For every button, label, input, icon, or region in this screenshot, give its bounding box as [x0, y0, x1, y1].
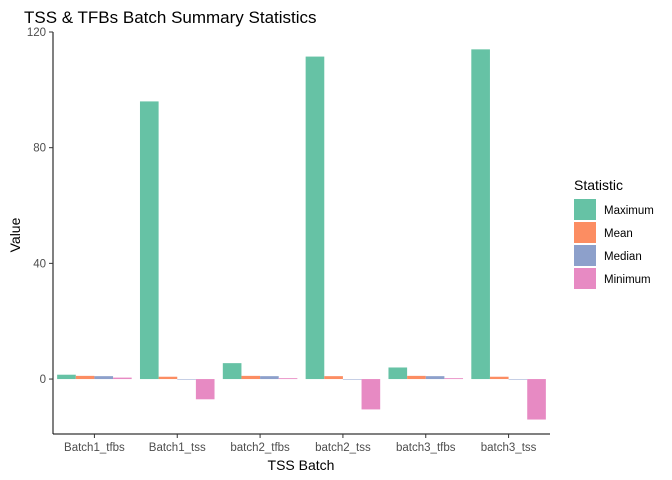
- bar-mean-batch1-tfbs: [75, 375, 95, 380]
- plot-area: [57, 49, 546, 420]
- bar-mean-batch1-tss: [158, 376, 178, 380]
- y-tick-label: 80: [33, 143, 46, 155]
- bar-minimum-batch3-tss: [527, 379, 546, 420]
- legend-label-median: Median: [604, 251, 642, 263]
- x-tick-label: batch2_tfbs: [230, 442, 290, 454]
- legend-label-minimum: Minimum: [604, 274, 651, 286]
- chart-title: TSS & TFBs Batch Summary Statistics: [24, 8, 317, 27]
- bar-median-batch3-tfbs: [425, 376, 445, 380]
- x-tick-label: batch3_tfbs: [396, 442, 456, 454]
- y-axis-title: Value: [7, 217, 23, 252]
- y-tick-label: 120: [27, 27, 46, 39]
- bar-median-batch3-tss: [508, 379, 528, 380]
- legend-label-mean: Mean: [604, 228, 633, 240]
- bar-minimum-batch1-tss: [195, 379, 215, 400]
- x-tick-label: Batch1_tss: [149, 442, 206, 454]
- bar-mean-batch2-tfbs: [241, 375, 261, 380]
- bar-mean-batch3-tss: [489, 376, 509, 380]
- bar-maximum-batch3-tfbs: [388, 367, 408, 380]
- bar-maximum-batch2-tss: [305, 56, 325, 380]
- bar-minimum-batch2-tfbs: [278, 378, 298, 380]
- bar-median-batch2-tfbs: [260, 376, 279, 380]
- bar-minimum-batch2-tss: [361, 379, 381, 410]
- bar-minimum-batch1-tfbs: [113, 377, 132, 380]
- bar-mean-batch3-tfbs: [407, 375, 426, 380]
- x-tick-label: batch2_tss: [315, 442, 371, 454]
- legend-key-minimum: [574, 268, 596, 289]
- bar-maximum-batch2-tfbs: [222, 363, 242, 380]
- x-axis-title: TSS Batch: [268, 457, 335, 473]
- bar-maximum-batch1-tss: [139, 101, 159, 380]
- y-axis-ticks: 0 40 80 120: [27, 27, 53, 386]
- bar-mean-batch2-tss: [324, 376, 343, 380]
- bar-minimum-batch3-tfbs: [444, 378, 464, 380]
- bar-median-batch2-tss: [342, 379, 362, 380]
- bar-median-batch1-tss: [177, 379, 196, 380]
- bar-maximum-batch3-tss: [471, 49, 490, 380]
- bar-maximum-batch1-tfbs: [57, 374, 76, 380]
- legend: Statistic Maximum Mean Median Minimum: [574, 177, 654, 289]
- legend-key-mean: [574, 222, 596, 243]
- y-tick-label: 0: [40, 374, 46, 386]
- x-tick-label: batch3_tss: [481, 442, 537, 454]
- legend-key-maximum: [574, 199, 596, 220]
- x-axis-ticks: Batch1_tfbs Batch1_tss batch2_tfbs batch2_t…: [64, 434, 537, 454]
- legend-label-maximum: Maximum: [604, 205, 654, 217]
- y-tick-label: 40: [33, 258, 46, 270]
- legend-title: Statistic: [574, 177, 623, 193]
- x-tick-label: Batch1_tfbs: [64, 442, 125, 454]
- bar-median-batch1-tfbs: [94, 376, 114, 380]
- legend-key-median: [574, 245, 596, 266]
